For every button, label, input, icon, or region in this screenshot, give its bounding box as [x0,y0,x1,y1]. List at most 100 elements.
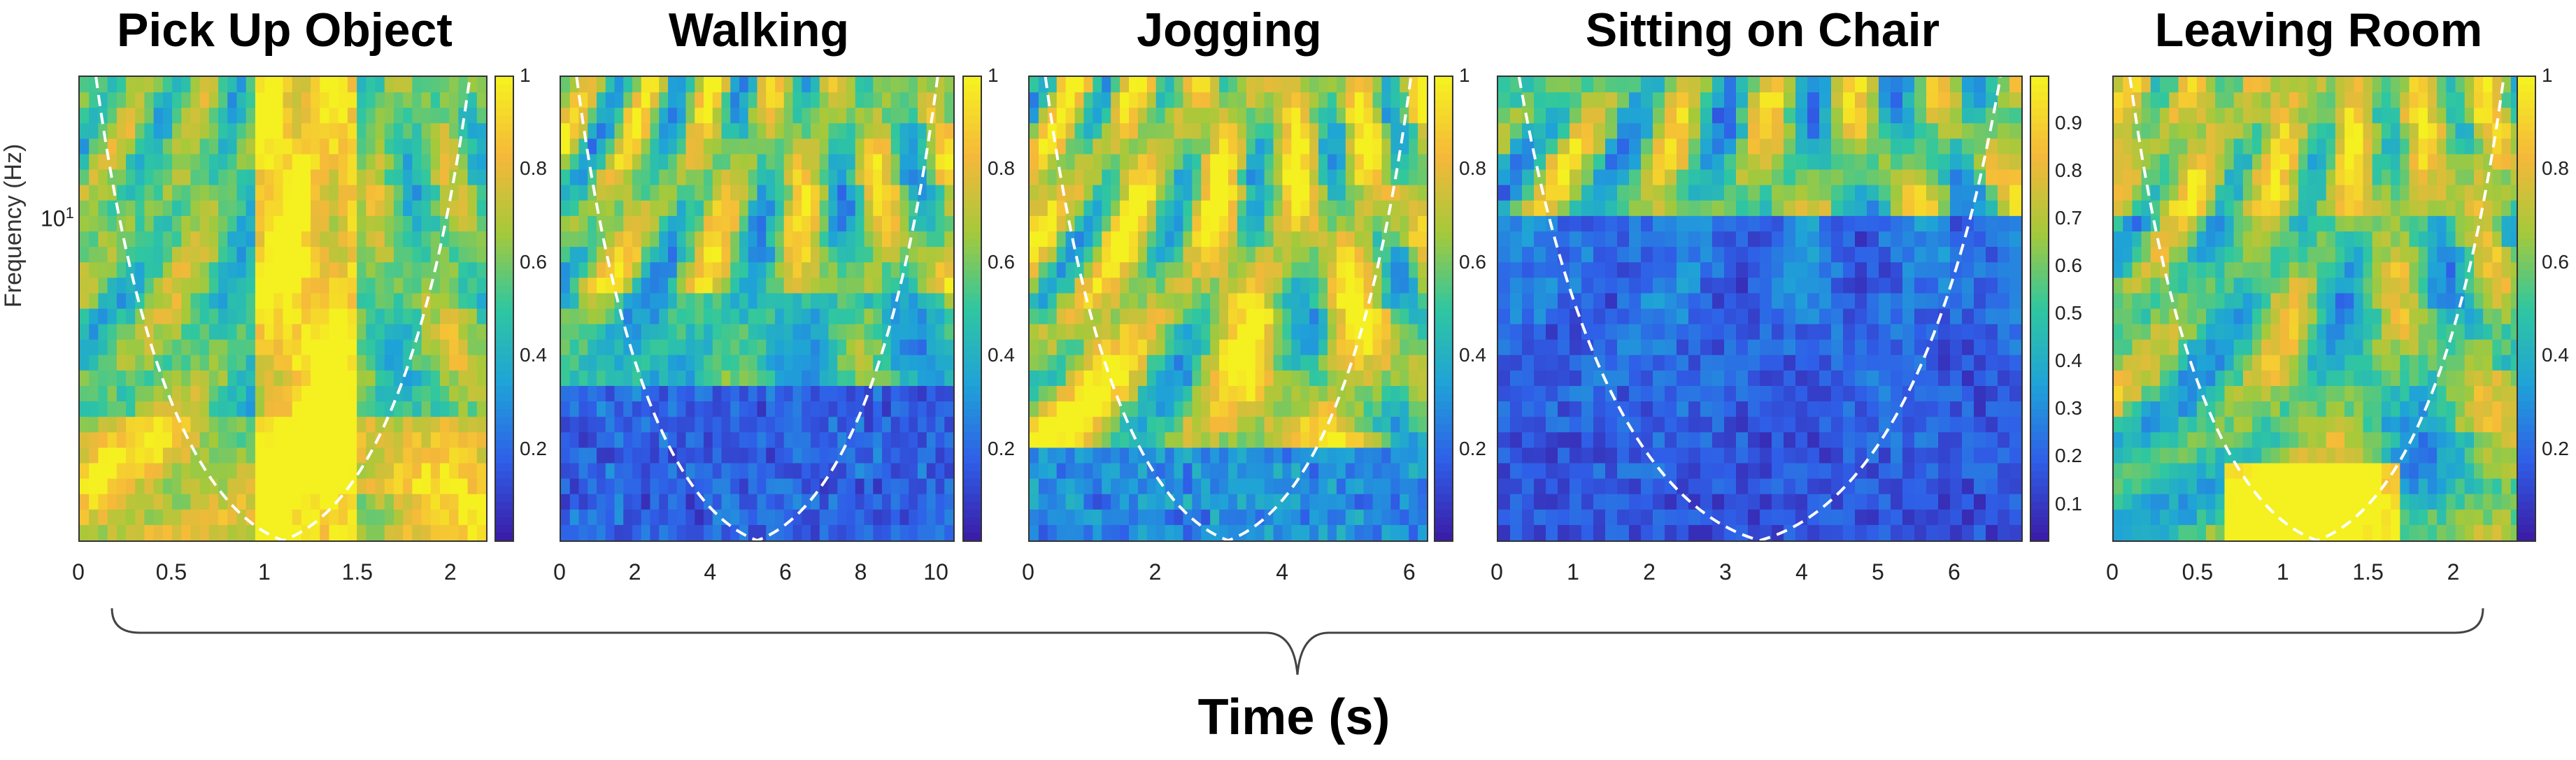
heatmap-cell [632,108,642,124]
heatmap-cell [458,432,469,448]
heatmap-cell [190,247,201,263]
colorbar-band [496,501,513,510]
heatmap-cell [597,169,606,186]
heatmap-cell [366,231,376,248]
heatmap-cell [153,447,164,464]
heatmap-cell [135,262,145,278]
heatmap-cell [467,401,478,417]
heatmap-cell [855,432,865,448]
heatmap-cell [659,262,669,278]
heatmap-cell [421,108,432,124]
heatmap-cell [739,293,749,310]
heatmap-cell [855,354,865,371]
heatmap-cell [255,262,265,278]
heatmap-cell [89,92,99,108]
heatmap-cell [366,108,376,124]
heatmap-cell [98,509,108,526]
heatmap-cell [172,123,182,139]
heatmap-cell [236,231,247,248]
heatmap-cell [623,339,633,356]
heatmap-cell [126,215,136,232]
heatmap-cell [126,370,136,387]
heatmap-svg [80,77,486,540]
heatmap-cell [338,524,348,540]
heatmap-cell [245,215,256,232]
heatmap-cell [918,417,927,433]
heatmap-cell [918,247,927,263]
heatmap-cell [748,417,758,433]
heatmap-cell [421,386,432,402]
heatmap-cell [107,370,118,387]
heatmap-cell [301,138,311,155]
heatmap-cell [311,92,320,108]
heatmap-cell [695,324,704,340]
heatmap-cell [873,278,883,294]
colorbar-band [496,185,513,194]
heatmap-cell [144,215,155,232]
heatmap-cell [264,494,274,510]
heatmap-cell [792,401,802,417]
heatmap-cell [311,262,320,278]
heatmap-cell [668,123,678,139]
heatmap-cell [650,354,660,371]
heatmap-cell [899,77,909,93]
heatmap-cell [357,215,367,232]
heatmap-cell [329,524,339,540]
heatmap-cell [236,154,247,171]
heatmap-cell [899,293,909,310]
heatmap-cell [116,354,127,371]
heatmap-cell [255,247,265,263]
heatmap-cell [792,417,802,433]
heatmap-cell [739,77,749,93]
heatmap-cell [236,293,247,310]
heatmap-cell [403,524,413,540]
heatmap-cell [329,447,339,464]
heatmap-cell [918,262,927,278]
heatmap-cell [208,278,219,294]
heatmap-cell [172,447,182,464]
heatmap-cell [668,262,678,278]
heatmap-cell [855,278,865,294]
heatmap-cell [135,447,145,464]
heatmap-cell [561,169,571,186]
heatmap-cell [650,386,660,402]
heatmap-cell [569,169,580,186]
heatmap-cell [153,524,164,540]
heatmap-cell [162,215,173,232]
heatmap-cell [676,401,687,417]
heatmap-cell [935,278,945,294]
heatmap-cell [236,215,247,232]
heatmap-cell [430,324,441,340]
colorbar-band [496,432,513,441]
heatmap-cell [199,200,210,217]
heatmap-cell [569,247,580,263]
heatmap-cell [918,278,927,294]
heatmap-cell [162,308,173,325]
heatmap-cell [190,108,201,124]
heatmap-cell [384,494,394,510]
heatmap-cell [659,370,669,387]
heatmap-cell [190,478,201,495]
heatmap-cell [264,185,274,201]
heatmap-cell [864,123,874,139]
heatmap-cell [783,432,794,448]
heatmap-cell [846,185,856,201]
heatmap-cell [695,169,704,186]
heatmap-cell [236,200,247,217]
heatmap-cell [811,77,820,93]
heatmap-cell [283,92,293,108]
heatmap-cell [329,92,339,108]
heatmap-cell [641,339,651,356]
heatmap-cell [578,339,588,356]
heatmap-cell [357,524,367,540]
heatmap-cell [597,92,606,108]
heatmap-cell [712,247,723,263]
heatmap-svg [561,77,953,540]
heatmap-cell [255,77,265,93]
heatmap-cell [283,138,293,155]
heatmap-cell [811,401,820,417]
heatmap-cell [926,308,937,325]
heatmap-cell [837,231,847,248]
heatmap-cell [292,138,302,155]
heatmap-cell [255,524,265,540]
